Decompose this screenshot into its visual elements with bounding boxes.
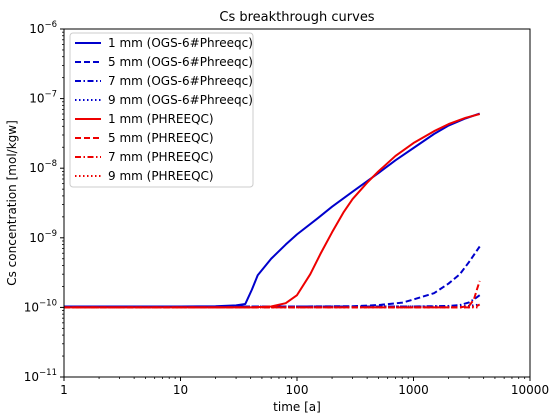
legend-label: 1 mm (PHREEQC)	[108, 112, 214, 126]
y-tick-exponent: −11	[39, 368, 57, 378]
legend-box	[69, 32, 254, 188]
legend-label: 9 mm (PHREEQC)	[108, 169, 214, 183]
legend-label: 7 mm (OGS-6#Phreeqc)	[108, 74, 253, 88]
y-tick-base: 10	[29, 22, 44, 36]
series-line	[64, 294, 481, 308]
series-line	[64, 113, 480, 309]
y-tick-base: 10	[29, 161, 44, 175]
y-axis-title: Cs concentration [mol/kgw]	[5, 120, 19, 286]
y-tick-label: 10−7	[29, 90, 57, 106]
legend-label: 7 mm (PHREEQC)	[108, 150, 214, 164]
y-tick-label: 10−8	[29, 159, 57, 175]
series-line	[64, 280, 481, 309]
legend-label: 5 mm (PHREEQC)	[108, 131, 214, 145]
y-tick-base: 10	[29, 231, 44, 245]
x-axis-title: time [a]	[273, 400, 321, 414]
x-tick-label: 10	[173, 383, 188, 397]
y-tick-label: 10−11	[24, 368, 57, 384]
legend-label: 9 mm (OGS-6#Phreeqc)	[108, 93, 253, 107]
x-ticks: 1 10 100 1000 10000	[60, 377, 549, 397]
y-tick-exponent: −8	[44, 159, 57, 169]
y-tick-label: 10−9	[29, 229, 57, 245]
series-line	[64, 245, 481, 308]
y-tick-base: 10	[29, 92, 44, 106]
x-tick-label: 1	[60, 383, 68, 397]
y-tick-base: 10	[24, 370, 39, 384]
legend-label: 1 mm (OGS-6#Phreeqc)	[108, 36, 253, 50]
series-line	[64, 112, 481, 308]
legend: 1 mm (OGS-6#Phreeqc) 5 mm (OGS-6#Phreeqc)…	[69, 32, 254, 188]
y-tick-base: 10	[24, 300, 39, 314]
y-tick-exponent: −10	[39, 298, 57, 308]
y-tick-exponent: −7	[44, 90, 57, 100]
y-tick-label: 10−6	[29, 20, 57, 36]
chart-title: Cs breakthrough curves	[219, 10, 374, 25]
y-tick-exponent: −9	[44, 229, 57, 239]
legend-label: 5 mm (OGS-6#Phreeqc)	[108, 55, 253, 69]
y-tick-label: 10−10	[24, 298, 57, 314]
x-tick-label: 1000	[398, 383, 429, 397]
x-tick-label: 100	[286, 383, 309, 397]
series-group	[64, 112, 481, 309]
x-tick-label: 10000	[511, 383, 549, 397]
y-tick-exponent: −6	[44, 20, 57, 30]
